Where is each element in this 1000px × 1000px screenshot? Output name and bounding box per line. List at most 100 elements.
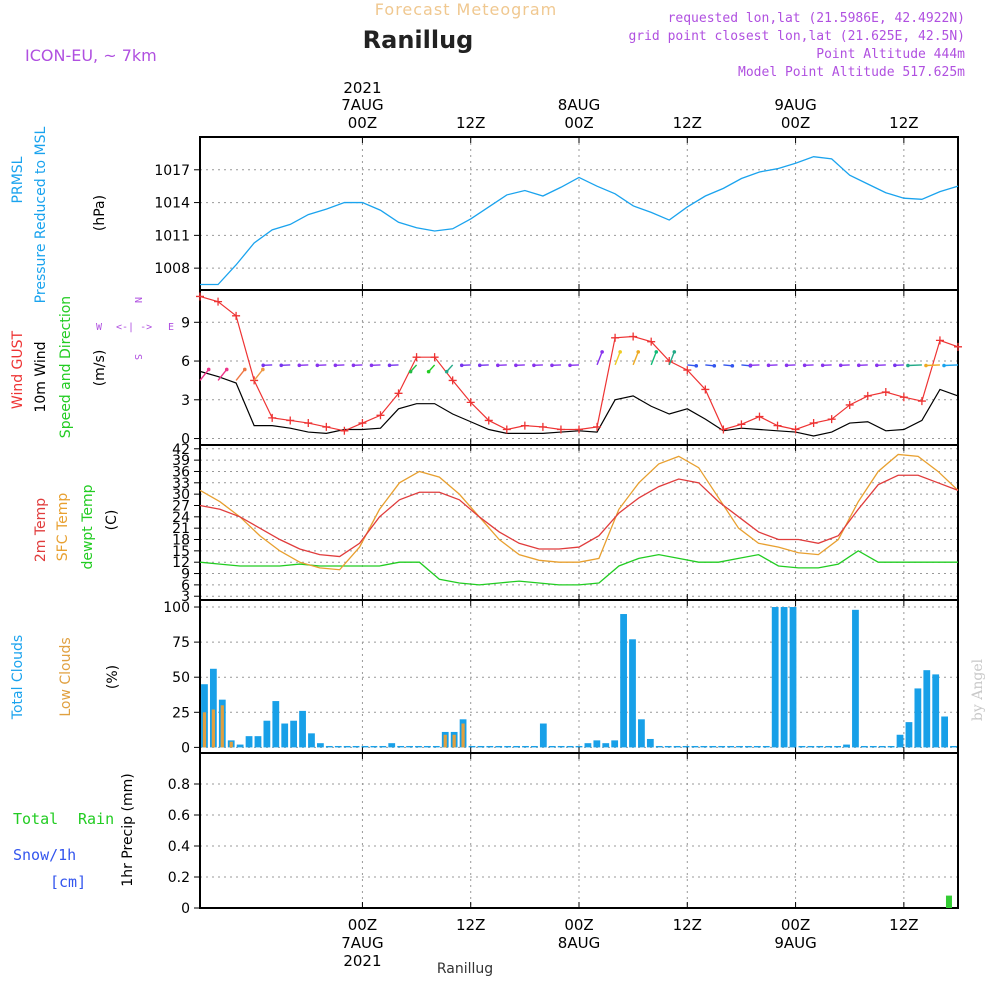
total-cloud-bar [753, 745, 761, 748]
total-cloud-bar [361, 745, 369, 748]
wind-arrow [199, 369, 210, 381]
total-cloud-bar [673, 745, 681, 748]
y-tick-label: 27 [172, 498, 190, 514]
total-cloud-bar [807, 745, 815, 748]
wind-arrow-head [784, 363, 789, 368]
total-cloud-bar [522, 745, 529, 748]
total-cloud-bar [620, 614, 627, 748]
gust-marker [954, 342, 962, 351]
wind-unit: (m/s) [92, 350, 108, 387]
wind-arrow-head [315, 363, 320, 368]
total-cloud-bar [557, 745, 565, 748]
requested-coords: requested lon,lat (21.5986E, 42.4922N) [668, 11, 965, 26]
footer-location: Ranillug [437, 961, 493, 977]
pressure-label-2: Pressure Reduced to MSL [33, 126, 49, 303]
wind10-label: 10m Wind [33, 341, 49, 412]
wind-arrow [235, 369, 246, 381]
total-cloud-bar [370, 745, 378, 748]
total-cloud-bar [727, 745, 734, 748]
total-cloud-bar [388, 743, 396, 748]
rain-label-b: Rain [78, 810, 114, 828]
wind-arrow-head [426, 369, 431, 374]
low-cloud-bar [211, 709, 215, 748]
bottom-hour-label: 00Z [564, 916, 593, 934]
wind-arrow [668, 351, 675, 366]
total-cloud-bar [896, 734, 904, 748]
wind-arrow-head [730, 364, 735, 368]
total-cloud-bar [254, 736, 262, 748]
total-cloud-bar [655, 745, 663, 748]
top-hour-label: 12Z [456, 114, 485, 132]
total-cloud-bar [611, 740, 619, 748]
bottom-date-label: 9AUG [774, 934, 816, 952]
total-cloud-bar [432, 745, 440, 748]
wind-arrow [925, 364, 940, 367]
bottom-hour-label: 12Z [673, 916, 702, 934]
wind-arrow-head [444, 369, 449, 374]
gust-marker [917, 397, 926, 406]
pressure-label-1: PRMSL [10, 156, 26, 203]
wind-arrow [217, 369, 228, 381]
gust-marker [809, 419, 818, 428]
bottom-hour-label: 12Z [889, 916, 918, 934]
total-cloud-bar [513, 745, 520, 748]
total-cloud-bar [646, 738, 654, 748]
wind-arrow-head [387, 363, 392, 368]
wind-arrow [632, 351, 639, 366]
y-tick-label: 1014 [154, 196, 190, 212]
dewpoint-line [199, 550, 958, 586]
total-cloud-bar [352, 745, 360, 748]
total-cloud-bar [379, 745, 387, 748]
y-tick-label: 0.2 [168, 870, 190, 886]
wind-arrow-head [942, 363, 946, 368]
total-cloud-bar [477, 745, 485, 748]
wind-arrow-head [924, 363, 928, 368]
total-cloud-bar [548, 745, 556, 748]
wind-arrow-head [654, 350, 659, 354]
bottom-hour-label: 00Z [348, 916, 377, 934]
compass-arrows: <-| -> [116, 322, 152, 333]
total-cloud-bar [789, 607, 797, 748]
total-cloud-label: Total Clouds [10, 635, 26, 720]
y-tick-label: 1008 [154, 261, 190, 277]
dew-label: dewpt Temp [80, 484, 96, 569]
total-cloud-bar [887, 745, 895, 748]
t2m-line [199, 474, 959, 558]
y-tick-label: 6 [181, 578, 190, 594]
total-cloud-bar [415, 745, 422, 748]
y-tick-label: 50 [172, 670, 190, 686]
low-cloud-bar [443, 734, 447, 748]
gust-marker [196, 292, 204, 301]
gust-marker [611, 333, 620, 342]
y-tick-label: 0.4 [168, 839, 190, 855]
total-cloud-bar [745, 745, 752, 748]
top-hour-label: 12Z [673, 114, 702, 132]
gust-marker [737, 420, 746, 429]
total-cloud-bar [272, 701, 280, 748]
top-hour-label: 00Z [781, 114, 810, 132]
gust-marker [629, 332, 638, 341]
low-cloud-bar [202, 712, 207, 748]
gust-marker [232, 311, 241, 320]
wind-arrow-head [600, 350, 604, 354]
wind-dir-label: Speed and Direction [58, 296, 74, 438]
gust-marker [719, 425, 728, 434]
app-title: Forecast Meteogram [375, 0, 557, 19]
total-cloud-bar [700, 745, 708, 748]
y-tick-label: 6 [181, 354, 190, 370]
y-tick-label: 100 [163, 600, 190, 616]
wind-arrow-head [224, 367, 229, 372]
total-cloud-bar [281, 723, 289, 748]
total-cloud-bar [468, 745, 476, 748]
rain-label-a: Total [13, 810, 58, 828]
wind-arrow-head [838, 363, 843, 368]
wind-arrow-head [514, 363, 518, 368]
total-cloud-bar [575, 745, 583, 748]
wind-arrow-head [459, 363, 464, 368]
gust-marker [448, 376, 457, 385]
wind-arrow-head [496, 363, 500, 368]
total-cloud-bar [236, 744, 244, 748]
sfc-label: SFC Temp [55, 493, 71, 562]
top-hour-label: 00Z [564, 114, 593, 132]
wind-arrow-head [297, 363, 302, 368]
